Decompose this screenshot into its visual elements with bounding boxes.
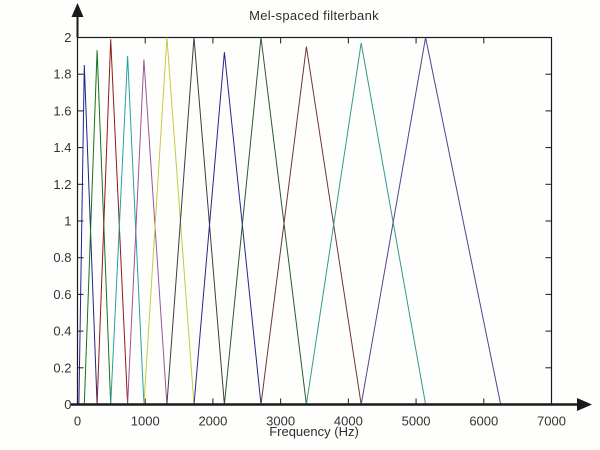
x-tick-label: 4000 xyxy=(334,414,363,429)
x-axis-label: Frequency (Hz) xyxy=(269,424,359,439)
filter-1-line xyxy=(78,64,98,405)
x-tick-label: 7000 xyxy=(537,414,566,429)
x-axis-arrow-icon xyxy=(577,398,592,411)
filter-11-line xyxy=(305,42,427,405)
filter-3-line xyxy=(96,39,129,405)
y-tick-label: 2 xyxy=(64,30,71,45)
filter-6-line xyxy=(143,37,195,405)
y-tick-label: 0.8 xyxy=(53,250,71,265)
filter-5-line xyxy=(127,59,168,405)
y-tick-label: 1.2 xyxy=(53,177,71,192)
filter-7-line xyxy=(166,37,225,405)
filter-10-line xyxy=(260,46,362,405)
y-tick-label: 0.4 xyxy=(53,324,71,339)
filter-12-line xyxy=(360,37,502,405)
x-tick-label: 3000 xyxy=(266,414,295,429)
y-tick-label: 1.8 xyxy=(53,67,71,82)
filter-4-line xyxy=(110,55,145,405)
x-tick-label: 1000 xyxy=(131,414,160,429)
y-tick-label: 1.6 xyxy=(53,103,71,118)
y-tick-label: 1 xyxy=(64,214,71,229)
y-tick-label: 1.4 xyxy=(53,140,71,155)
x-tick-label: 2000 xyxy=(198,414,227,429)
filter-8-line xyxy=(193,52,262,405)
x-tick-label: 0 xyxy=(74,414,81,429)
y-tick-label: 0.2 xyxy=(53,360,71,375)
y-tick-label: 0 xyxy=(64,397,71,412)
filter-9-line xyxy=(223,37,307,405)
plot-title: Mel-spaced filterbank xyxy=(249,8,379,23)
y-tick-label: 0.6 xyxy=(53,287,71,302)
x-tick-label: 5000 xyxy=(402,414,431,429)
filter-2-line xyxy=(83,50,112,405)
x-tick-label: 6000 xyxy=(469,414,498,429)
y-axis-arrow-icon xyxy=(71,3,84,17)
